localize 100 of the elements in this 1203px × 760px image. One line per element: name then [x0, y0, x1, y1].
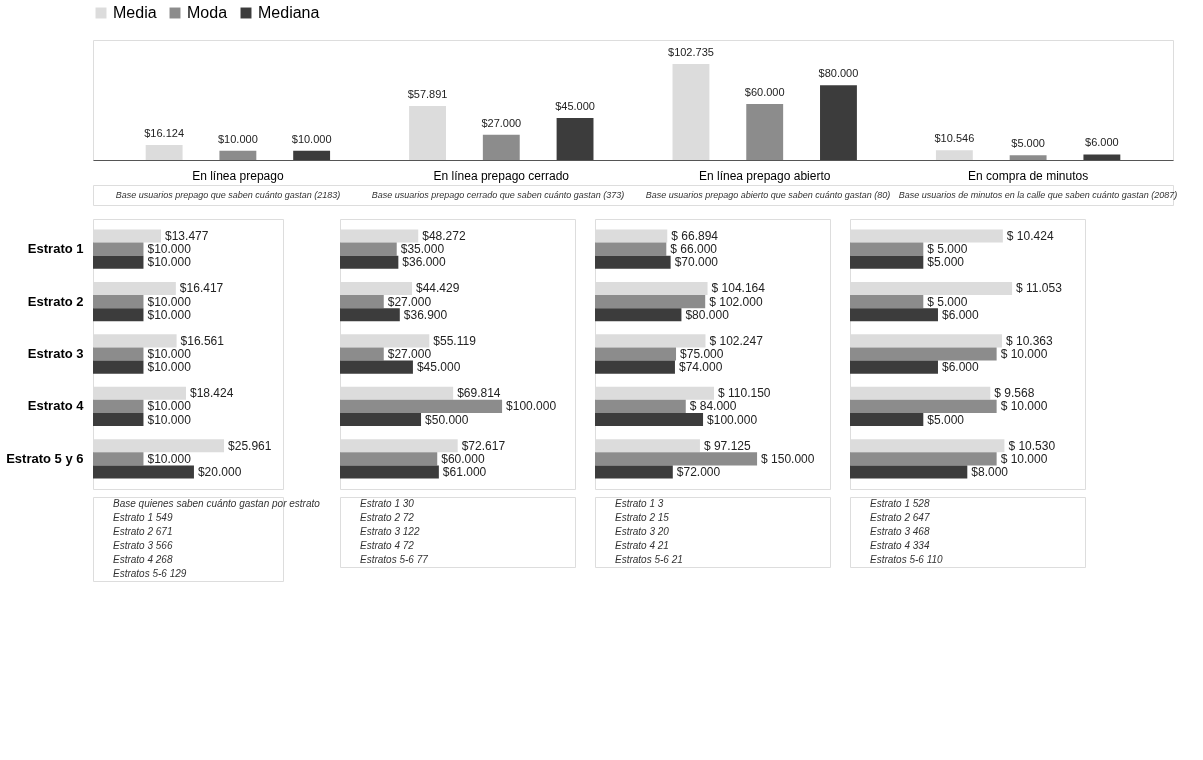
bar	[1009, 155, 1047, 160]
text: Estrato 3 468	[870, 526, 930, 537]
bar	[293, 150, 331, 160]
data-label: $60.000	[744, 85, 785, 98]
bar	[850, 242, 924, 256]
bar	[340, 295, 384, 309]
bar	[595, 399, 686, 413]
data-label: $13.477	[165, 229, 209, 244]
bar	[595, 255, 671, 269]
bar	[340, 242, 397, 256]
text: Base usuarios de minutos en la calle que saben cuánto gastan (2087)	[898, 190, 1178, 200]
data-label: $10.000	[147, 399, 192, 414]
bar	[595, 412, 704, 427]
bar	[482, 134, 520, 160]
data-label: $10.000	[147, 412, 192, 427]
bar	[850, 347, 997, 361]
data-label: $5.000	[1011, 137, 1045, 150]
data-label: $ 110.150	[718, 386, 771, 401]
bar	[672, 64, 710, 160]
text: Estrato 3 566	[113, 540, 173, 551]
text: Estrato 4 21	[615, 540, 669, 551]
text: Base usuarios prepago que saben cuánto gastan (2183)	[115, 190, 341, 200]
data-label: $75.000	[680, 347, 724, 361]
data-label: $60.000	[441, 451, 485, 466]
data-label: $48.272	[422, 229, 466, 244]
text: Base usuarios prepago cerrado que saben cuánto gastan (373)	[371, 190, 625, 200]
bar	[850, 412, 924, 427]
data-label: $80.000	[685, 307, 730, 322]
data-label: $10.000	[291, 132, 332, 145]
data-label: $ 84.000	[689, 399, 737, 414]
bar	[219, 150, 257, 160]
bar	[850, 452, 997, 466]
data-label: $57.891	[407, 87, 448, 100]
data-label: $16.124	[144, 126, 184, 139]
data-label: $10.000	[147, 255, 192, 270]
data-label: $27.000	[387, 347, 432, 361]
bar	[595, 295, 706, 309]
text: Estrato 1 30	[360, 498, 415, 509]
text: Estrato 2 15	[615, 512, 670, 523]
data-label: $ 66.000	[670, 242, 718, 257]
bar	[850, 255, 924, 269]
data-label: $ 10.000	[1000, 347, 1048, 361]
data-label: $69.814	[457, 386, 501, 401]
bar	[340, 465, 439, 479]
data-label: $ 10.363	[1005, 333, 1053, 348]
bar	[93, 465, 194, 479]
bar	[340, 308, 400, 322]
y-tick-label: Estrato 4	[27, 398, 85, 414]
data-label: $10.000	[147, 307, 192, 322]
data-label: $45.000	[416, 360, 461, 375]
data-label: $6.000	[1085, 136, 1119, 149]
data-label: $ 10.000	[1000, 451, 1048, 466]
data-label: $ 5.000	[927, 242, 968, 257]
data-label: $ 150.000	[761, 451, 815, 466]
bar	[850, 360, 938, 374]
data-label: $ 97.125	[703, 438, 751, 453]
text: Base quienes saben cuánto gastan por estrato	[113, 498, 321, 509]
data-label: $6.000	[941, 360, 980, 375]
data-label: $44.429	[416, 281, 460, 296]
data-label: $10.000	[218, 132, 258, 145]
bar	[340, 412, 422, 427]
data-label: $35.000	[400, 242, 445, 257]
text: Estrato 2 72	[360, 512, 415, 523]
text: Estrato 1 549	[113, 512, 173, 523]
bar	[595, 360, 675, 374]
data-label: $25.961	[228, 438, 272, 453]
x-tick-label: En línea prepago cerrado	[433, 168, 570, 183]
data-label: $10.000	[147, 360, 192, 375]
bar	[93, 452, 144, 466]
bar	[340, 347, 384, 361]
x-tick-label: En línea prepago	[192, 168, 284, 183]
bar	[1083, 154, 1121, 160]
bar	[93, 242, 144, 256]
data-label: $10.000	[147, 347, 192, 361]
y-tick-label: Estrato 2	[27, 293, 84, 309]
bar	[409, 105, 446, 160]
bar	[93, 295, 144, 309]
text: Estratos 5-6 129	[113, 568, 187, 579]
data-label: $20.000	[197, 464, 242, 479]
data-label: $10.546	[934, 132, 975, 145]
text: Estratos 5-6 110	[870, 554, 944, 565]
data-label: $36.900	[403, 307, 448, 322]
bar	[935, 150, 973, 160]
bar	[595, 347, 677, 361]
data-label: $ 10.530	[1008, 438, 1056, 453]
y-tick-label: Estrato 3	[27, 346, 84, 361]
data-label: $18.424	[189, 386, 234, 401]
bar	[595, 242, 667, 256]
y-tick-label: Estrato 5 y 6	[6, 450, 84, 466]
data-label: $80.000	[818, 67, 859, 80]
data-label: $ 102.000	[709, 294, 763, 309]
bar	[595, 452, 758, 466]
data-label: $27.000	[387, 294, 432, 309]
bar	[556, 117, 594, 160]
text: Estrato 3 20	[615, 526, 670, 537]
bar	[595, 308, 682, 322]
data-label: $72.000	[676, 464, 721, 479]
data-label: $45.000	[555, 99, 595, 112]
data-label: $10.000	[147, 242, 192, 257]
data-label: $5.000	[927, 412, 965, 427]
